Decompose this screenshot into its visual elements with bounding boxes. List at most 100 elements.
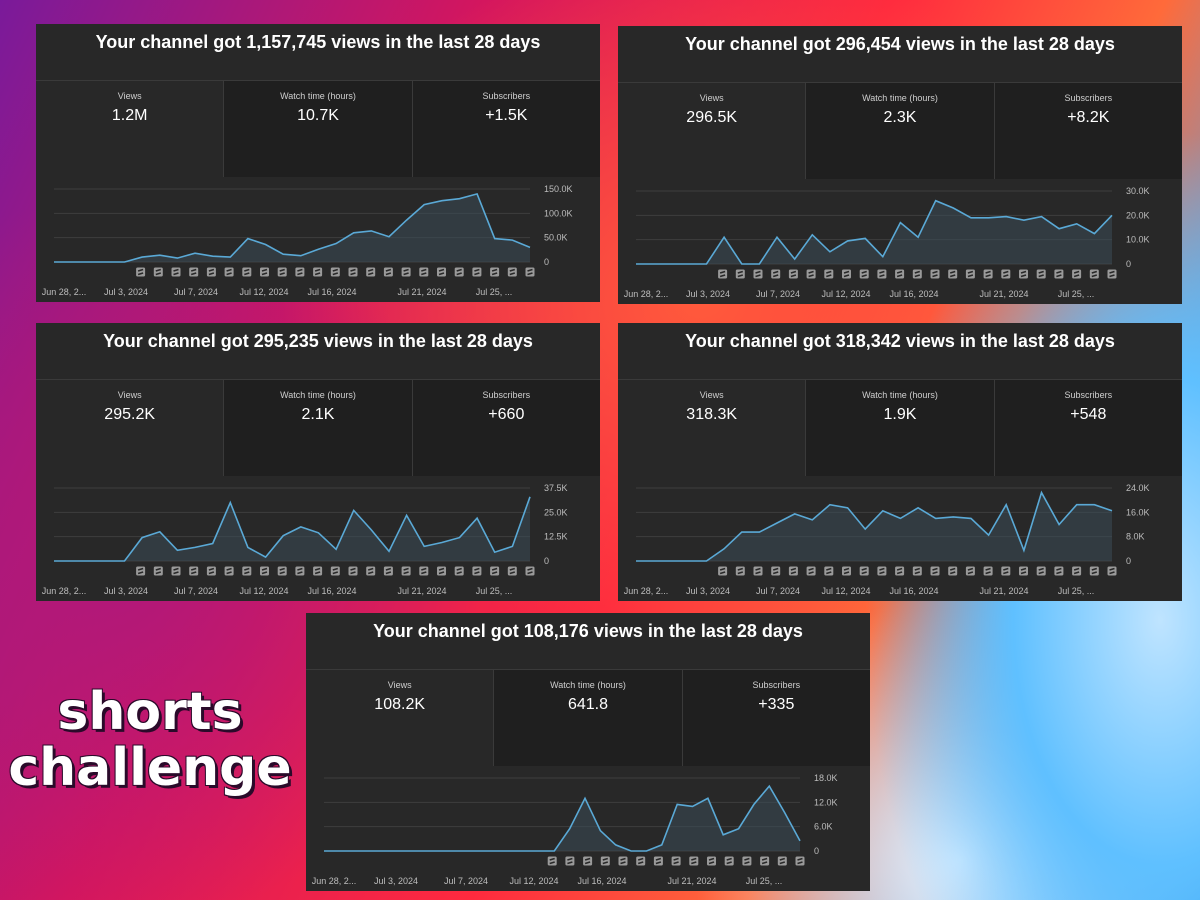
shorts-marker-icon xyxy=(525,566,535,576)
shorts-marker-icon xyxy=(153,566,163,576)
shorts-marker-icon xyxy=(295,566,305,576)
y-tick-label: 0 xyxy=(544,556,549,566)
views-chart: 18.0K 12.0K 6.0K 0 Jun 28, 2... Jul 3, 2024 Ju… xyxy=(312,773,838,886)
shorts-marker-icon xyxy=(948,566,958,576)
shorts-marker-icon xyxy=(671,856,681,866)
shorts-marker-icon xyxy=(1072,269,1082,279)
metric-watch-time-tab[interactable]: Watch time (hours) 641.8 xyxy=(494,670,683,766)
x-tick-label: Jul 7, 2024 xyxy=(174,287,218,297)
y-tick-label: 0 xyxy=(544,257,549,267)
shorts-marker-icon xyxy=(348,267,358,277)
shorts-marker-icon xyxy=(242,267,252,277)
shorts-marker-icon xyxy=(313,566,323,576)
metric-value: 1.9K xyxy=(883,406,917,423)
metric-watch-time-tab[interactable]: Watch time (hours) 10.7K xyxy=(224,81,413,177)
shorts-marker-icon xyxy=(295,267,305,277)
x-tick-label: Jun 28, 2... xyxy=(624,586,669,596)
metric-value: +335 xyxy=(758,696,795,713)
shorts-marker-icon xyxy=(983,269,993,279)
metric-views-tab[interactable]: Views 295.2K xyxy=(36,380,225,476)
metric-watch-time-tab[interactable]: Watch time (hours) 2.3K xyxy=(806,83,995,179)
shorts-marker-icon xyxy=(206,566,216,576)
x-tick-label: Jul 25, ... xyxy=(476,287,513,297)
metric-views-tab[interactable]: Views 296.5K xyxy=(618,83,807,179)
shorts-marker-icon xyxy=(583,856,593,866)
x-tick-label: Jul 25, ... xyxy=(476,586,513,596)
series-area xyxy=(636,200,1112,264)
x-tick-label: Jul 21, 2024 xyxy=(397,586,446,596)
shorts-marker-icon xyxy=(618,856,628,866)
shorts-marker-icon xyxy=(490,267,500,277)
x-tick-label: Jul 16, 2024 xyxy=(577,876,626,886)
shorts-marker-icon xyxy=(983,566,993,576)
shorts-marker-icon xyxy=(472,566,482,576)
x-tick-label: Jul 3, 2024 xyxy=(104,287,148,297)
metrics-row: Views 296.5K Watch time (hours) 2.3K Subsc… xyxy=(618,82,1182,179)
metric-subscribers-tab[interactable]: Subscribers +1.5K xyxy=(412,81,600,177)
shorts-marker-icon xyxy=(859,566,869,576)
shorts-marker-icon xyxy=(912,566,922,576)
panel-title: Your channel got 295,235 views in the la… xyxy=(103,331,533,351)
metric-label: Views xyxy=(117,390,142,400)
shorts-marker-icon xyxy=(742,856,752,866)
metric-watch-time-tab[interactable]: Watch time (hours) 1.9K xyxy=(806,380,995,476)
shorts-marker-icon xyxy=(366,566,376,576)
metric-views-tab[interactable]: Views 318.3K xyxy=(618,380,807,476)
shorts-marker-icon xyxy=(507,566,517,576)
x-tick-label: Jul 12, 2024 xyxy=(821,289,870,299)
shorts-marker-icon xyxy=(472,267,482,277)
shorts-marker-icon xyxy=(760,856,770,866)
x-tick-label: Jul 7, 2024 xyxy=(756,586,800,596)
x-tick-label: Jul 12, 2024 xyxy=(239,586,288,596)
shorts-marker-icon xyxy=(753,566,763,576)
shorts-marker-icon xyxy=(383,267,393,277)
shorts-marker-icon xyxy=(242,566,252,576)
metric-value: 296.5K xyxy=(686,109,738,126)
shorts-marker-icon xyxy=(224,566,234,576)
metric-subscribers-tab[interactable]: Subscribers +548 xyxy=(994,380,1182,476)
shorts-marker-icon xyxy=(153,267,163,277)
metric-views-tab[interactable]: Views 1.2M xyxy=(36,81,225,177)
metric-label: Watch time (hours) xyxy=(862,93,938,103)
shorts-marker-icon xyxy=(788,269,798,279)
shorts-marker-icon xyxy=(1001,269,1011,279)
x-tick-label: Jul 12, 2024 xyxy=(821,586,870,596)
metric-subscribers-tab[interactable]: Subscribers +335 xyxy=(682,670,870,766)
panel-title: Your channel got 108,176 views in the la… xyxy=(373,621,803,641)
shorts-marker-icon xyxy=(1019,566,1028,576)
shorts-marker-icon xyxy=(1019,269,1028,279)
metrics-row: Views 318.3K Watch time (hours) 1.9K Subsc… xyxy=(618,379,1182,476)
shorts-marker-icon xyxy=(437,566,446,576)
x-tick-label: Jul 25, ... xyxy=(1058,289,1095,299)
views-chart: 37.5K 25.0K 12.5K 0 Jun 28, 2... Jul 3, 2024 J… xyxy=(42,483,568,596)
y-tick-label: 50.0K xyxy=(544,233,568,243)
shorts-marker-icon xyxy=(877,269,887,279)
x-tick-label: Jul 21, 2024 xyxy=(397,287,446,297)
shorts-marker-icon xyxy=(653,856,663,866)
x-tick-label: Jun 28, 2... xyxy=(42,287,87,297)
x-tick-label: Jul 16, 2024 xyxy=(889,289,938,299)
y-tick-label: 24.0K xyxy=(1126,483,1150,493)
panel-title: Your channel got 318,342 views in the la… xyxy=(685,331,1115,351)
shorts-marker-icon xyxy=(842,269,851,279)
analytics-panel-1: Your channel got 1,157,745 views in the … xyxy=(36,24,600,302)
metric-subscribers-tab[interactable]: Subscribers +660 xyxy=(412,380,600,476)
metric-label: Subscribers xyxy=(1064,93,1113,103)
shorts-marker-icon xyxy=(1107,566,1117,576)
metric-subscribers-tab[interactable]: Subscribers +8.2K xyxy=(994,83,1182,179)
x-tick-label: Jul 16, 2024 xyxy=(307,287,356,297)
metric-views-tab[interactable]: Views 108.2K xyxy=(306,670,495,766)
shorts-marker-icon xyxy=(507,267,517,277)
x-tick-label: Jun 28, 2... xyxy=(42,586,87,596)
shorts-marker-icon xyxy=(930,269,940,279)
analytics-panel-5: Your channel got 108,176 views in the la… xyxy=(306,613,870,891)
y-tick-label: 25.0K xyxy=(544,507,568,517)
panel-title: Your channel got 1,157,745 views in the … xyxy=(95,32,541,52)
shorts-marker-icon xyxy=(224,267,234,277)
metric-value: +1.5K xyxy=(485,107,528,124)
y-tick-label: 18.0K xyxy=(814,773,838,783)
x-tick-label: Jul 3, 2024 xyxy=(374,876,418,886)
metric-watch-time-tab[interactable]: Watch time (hours) 2.1K xyxy=(224,380,413,476)
shorts-marker-icon xyxy=(965,566,975,576)
shorts-marker-icon xyxy=(1054,269,1064,279)
